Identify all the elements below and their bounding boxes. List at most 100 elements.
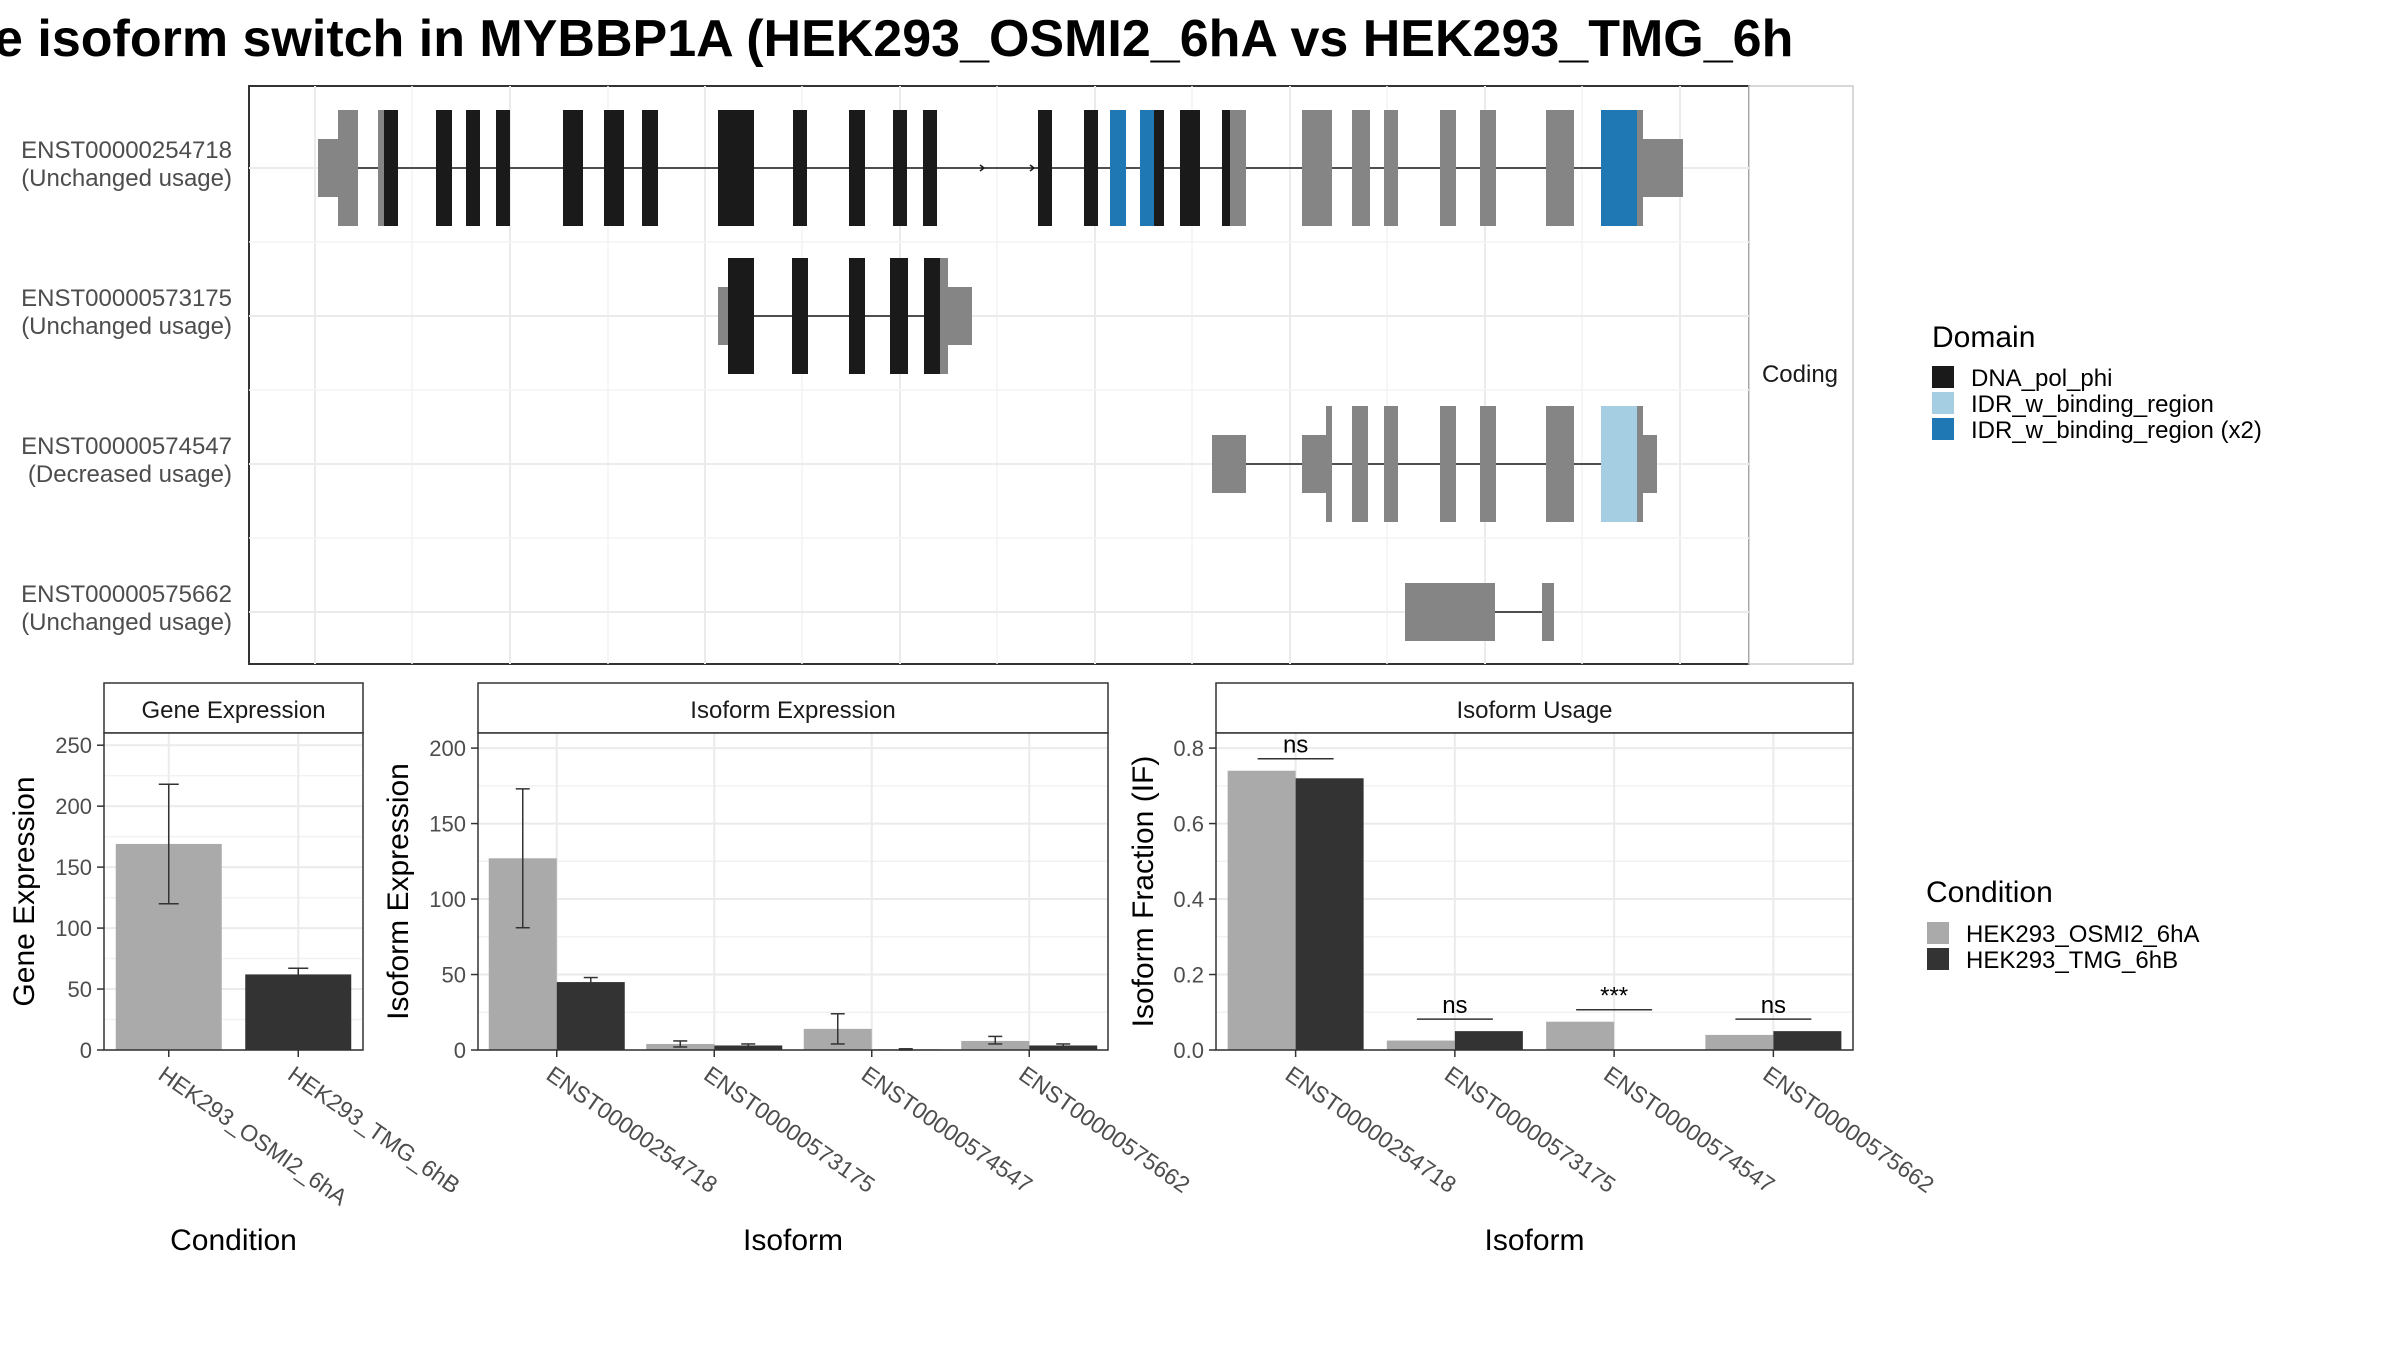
exon-block [436, 110, 452, 226]
exon-block [1643, 435, 1657, 493]
bar [1295, 778, 1364, 1050]
exon-block [496, 110, 510, 226]
x-tick-label: ENST00000254718 [542, 1061, 722, 1198]
y-tick-label: 0 [454, 1038, 466, 1063]
exon-block [1542, 583, 1554, 641]
y-tick-label: 0.0 [1173, 1038, 1204, 1063]
exon-block [563, 110, 583, 226]
legend-key-tmg [1927, 948, 1949, 970]
exon-block [1546, 110, 1574, 226]
exon-block [1038, 110, 1052, 226]
x-tick-label: ENST00000254718 [1281, 1061, 1461, 1198]
structure-facet-strip [1748, 85, 1854, 665]
transcript-usage-label: (Decreased usage) [28, 461, 232, 488]
structure-transcripts: ENST00000254718(Unchanged usage) ENST0000… [21, 110, 1683, 641]
exon-block [1546, 406, 1574, 522]
exon-block [1222, 110, 1230, 226]
exon-block [728, 258, 754, 374]
exon-block [1480, 110, 1496, 226]
bar [1705, 1034, 1774, 1050]
exon-block [466, 110, 480, 226]
transcript-usage-label: (Unchanged usage) [21, 165, 232, 192]
domain-legend: Domain DNA_pol_phi IDR_w_binding_region … [1932, 321, 2262, 444]
exon-block [1084, 110, 1098, 226]
exon-block [1480, 406, 1496, 522]
legend-key-idr-binding-region-x2 [1932, 418, 1954, 440]
exon-block [793, 110, 807, 226]
transcript-ENST00000575662: ENST00000575662(Unchanged usage) [21, 581, 1554, 641]
exon-block [893, 110, 907, 226]
strand-arrow [1029, 164, 1036, 172]
exon-block [890, 258, 908, 374]
transcript-id-label: ENST00000574547 [21, 433, 232, 460]
exon-block [1440, 406, 1456, 522]
transcript-usage-label: (Unchanged usage) [21, 609, 232, 636]
bar [714, 1045, 783, 1050]
significance-label: ns [1283, 732, 1308, 759]
exon-block [1326, 406, 1332, 522]
transcript-ENST00000573175: ENST00000573175(Unchanged usage) [21, 258, 972, 374]
condition-legend-title: Condition [1926, 876, 2053, 909]
isoform-expression-panel: Isoform Expression 0 50 100 150 200 ENST000002… [382, 682, 1195, 1257]
legend-label-idr-binding-region: IDR_w_binding_region [1971, 391, 2214, 418]
legend-key-dna-pol-phi [1932, 366, 1954, 388]
exon-block [1180, 110, 1200, 226]
bar [1386, 1040, 1455, 1050]
y-tick-label: 100 [429, 887, 466, 912]
exon-block [1405, 583, 1495, 641]
exon-block [1140, 110, 1154, 226]
transcript-structure-panel: Coding ENST00000254718(Unchanged usage)E… [21, 85, 1854, 665]
exon-block [1352, 406, 1368, 522]
y-tick-label: 250 [55, 733, 92, 758]
exon-block [384, 110, 398, 226]
y-tick-label: 0.8 [1173, 736, 1204, 761]
y-tick-label: 100 [55, 916, 92, 941]
panel-border [103, 732, 364, 1051]
transcript-ENST00000574547: ENST00000574547(Decreased usage) [21, 406, 1657, 522]
isoform-usage-panel: Isoform Usage 0.0 0.2 0.4 0.6 0.8 ns ENST000002… [1127, 682, 1939, 1257]
condition-legend: Condition HEK293_OSMI2_6hA HEK293_TMG_6h… [1926, 876, 2199, 974]
y-tick-label: 50 [68, 977, 92, 1002]
panel-border [477, 732, 1109, 1051]
exon-block [849, 110, 865, 226]
exon-block [849, 258, 865, 374]
legend-key-osmi2 [1927, 922, 1949, 944]
x-tick-label: ENST00000574547 [1599, 1061, 1779, 1198]
transcript-usage-label: (Unchanged usage) [21, 313, 232, 340]
x-tick-label: ENST00000573175 [699, 1061, 879, 1198]
exon-block [1601, 406, 1637, 522]
exon-block [1302, 435, 1330, 493]
legend-label-tmg: HEK293_TMG_6hB [1966, 947, 2178, 974]
x-tick-label: ENST00000575662 [1014, 1061, 1194, 1198]
structure-facet-label: Coding [1762, 361, 1838, 388]
exon-block [718, 287, 728, 345]
figure-title: e isoform switch in MYBBP1A (HEK293_OSMI… [0, 10, 1793, 68]
exon-block [1352, 110, 1370, 226]
domain-legend-title: Domain [1932, 321, 2035, 354]
exon-block [642, 110, 658, 226]
y-axis-title: Isoform Fraction (IF) [1127, 756, 1160, 1028]
transcript-id-label: ENST00000575662 [21, 581, 232, 608]
strand-arrow [979, 164, 986, 172]
y-tick-label: 0 [80, 1038, 92, 1063]
exon-block [1302, 110, 1332, 226]
significance-label: ns [1761, 992, 1786, 1019]
panel-title: Isoform Expression [690, 697, 895, 724]
x-tick-label: ENST00000573175 [1440, 1061, 1620, 1198]
exon-block [1384, 406, 1398, 522]
exon-block [923, 110, 937, 226]
bar [245, 974, 352, 1050]
exon-block [1110, 110, 1126, 226]
panel-strip [1215, 682, 1854, 734]
legend-label-osmi2: HEK293_OSMI2_6hA [1966, 921, 2199, 948]
exon-block [924, 258, 940, 374]
panel-strip [477, 682, 1109, 734]
bar [1227, 770, 1296, 1050]
exon-block [940, 258, 948, 374]
y-tick-label: 200 [429, 736, 466, 761]
legend-key-idr-binding-region [1932, 392, 1954, 414]
y-tick-label: 150 [429, 812, 466, 837]
transcript-ENST00000254718: ENST00000254718(Unchanged usage) [21, 110, 1683, 226]
exon-block [792, 258, 808, 374]
